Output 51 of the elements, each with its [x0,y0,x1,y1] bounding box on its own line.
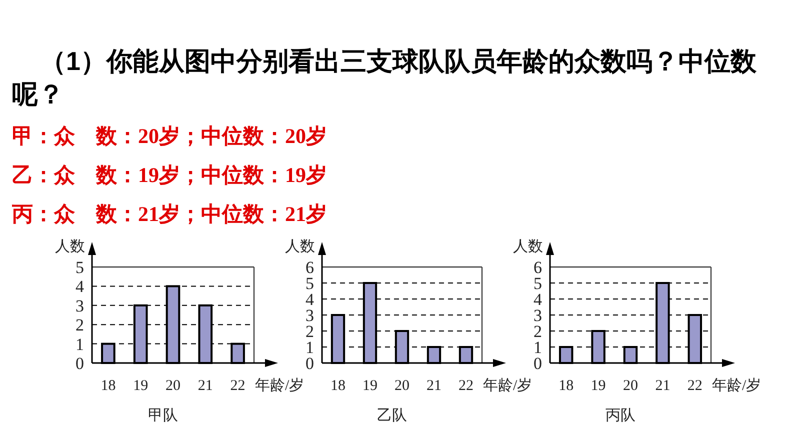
bar [558,346,574,364]
x-tick-label: 20 [623,378,638,394]
y-tick-label: 2 [534,322,542,341]
y-tick-label: 4 [534,290,542,309]
x-tick-label: 18 [330,378,346,394]
y-tick-label: 2 [306,322,314,341]
x-axis-title: 年龄/岁 [255,377,304,394]
y-tick-label: 5 [76,258,84,277]
y-tick-label: 0 [306,354,314,373]
x-tick-label: 19 [362,378,378,394]
text: 乙队 [377,407,407,424]
y-tick-label: 6 [534,258,542,277]
x-tick-label: 22 [230,378,246,394]
y-tick-label: 3 [76,296,84,316]
x-tick-label: 18 [558,378,574,394]
y-tick-label: 5 [306,274,314,293]
y-tick-label: 0 [76,354,84,373]
x-tick-label: 19 [590,378,606,394]
y-tick-label: 6 [306,258,314,277]
y-tick-label: 5 [534,274,542,293]
x-tick-label: 21 [198,378,213,394]
y-axis-title: 人数 [285,239,315,255]
y-axis-title: 人数 [55,239,85,255]
x-axis-title: 年龄/岁 [483,377,532,394]
y-tick-label: 3 [534,306,542,325]
x-tick-label: 18 [100,378,116,394]
x-tick-label: 21 [426,378,442,394]
x-tick-label: 19 [133,378,148,394]
y-tick-label: 1 [306,338,314,357]
y-axis-title: 人数 [513,239,543,255]
y-tick-label: 3 [306,306,314,325]
y-tick-label: 0 [534,354,542,373]
text: 甲队 [148,407,178,424]
y-tick-label: 1 [76,334,84,354]
x-tick-label: 20 [394,378,410,394]
x-tick-label: 21 [655,378,670,394]
y-tick-label: 4 [306,290,314,309]
text: 甲：众 数：20岁；中位数：20岁 [12,124,327,148]
y-tick-label: 2 [76,316,84,335]
x-tick-label: 22 [458,378,474,394]
y-tick-label: 1 [534,338,542,357]
text: 乙：众 数：19岁；中位数：19岁 [12,163,327,187]
bar [330,314,346,364]
x-axis-title: 年龄/岁 [712,377,762,394]
text: 丙队 [606,407,636,424]
x-tick-label: 20 [166,378,180,394]
x-tick-label: 22 [687,378,702,394]
bar [101,342,116,364]
text: （1）你能从图中分别看出三支球队队员年龄的众数吗？中位数呢？ [12,46,758,109]
text: 丙：众 数：21岁；中位数：21岁 [11,202,327,226]
y-tick-label: 4 [76,277,84,296]
